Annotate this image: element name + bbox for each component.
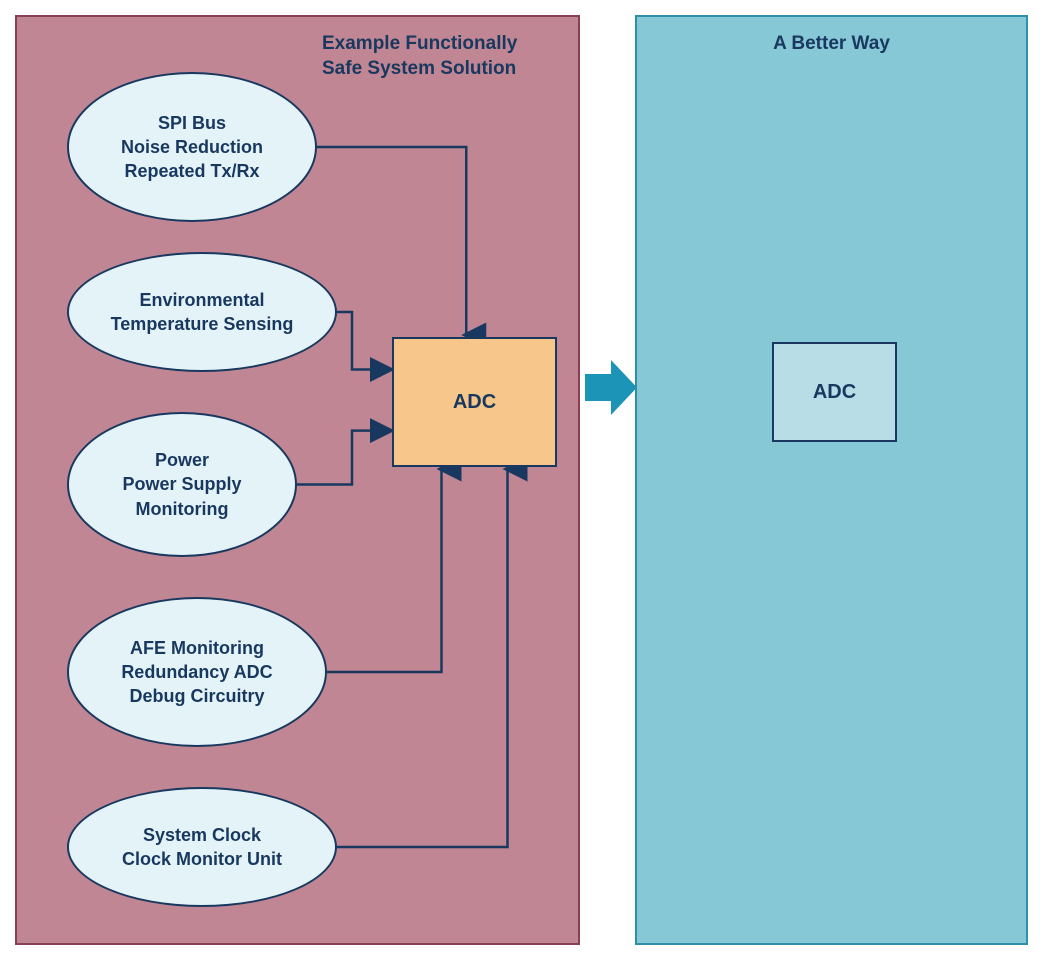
adc-right-label: ADC xyxy=(813,381,856,404)
adc-box-right: ADC xyxy=(772,342,897,442)
right-panel-title: A Better Way xyxy=(773,32,890,57)
adc-left-label: ADC xyxy=(453,391,496,414)
big-arrow-icon xyxy=(585,360,637,420)
right-panel: A Better Way ADC xyxy=(635,15,1028,945)
right-title-text: A Better Way xyxy=(773,33,890,54)
connector-lines xyxy=(17,17,582,947)
left-panel: Example Functionally Safe System Solutio… xyxy=(15,15,580,945)
adc-box-left: ADC xyxy=(392,337,557,467)
